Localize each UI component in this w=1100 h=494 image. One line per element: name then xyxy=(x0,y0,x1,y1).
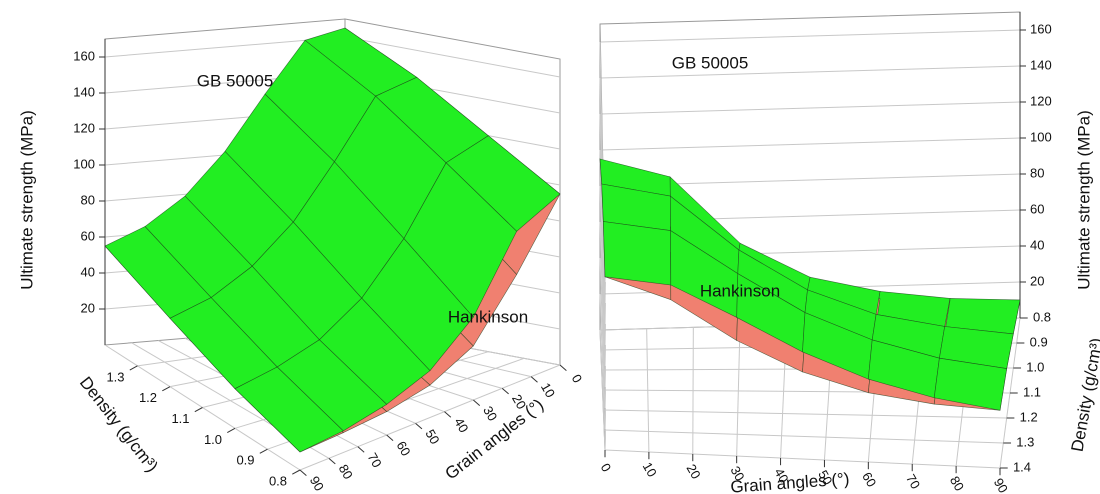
series-annotation: GB 50005 xyxy=(197,71,274,90)
x-tick xyxy=(530,376,538,383)
z-tick-label: 160 xyxy=(73,48,95,63)
x-tick-label: 70 xyxy=(903,471,923,491)
grid-line xyxy=(599,221,606,388)
y-axis-title: Density (g/cm³) xyxy=(1068,336,1100,453)
z-tick-label: 40 xyxy=(81,264,95,279)
x-tick xyxy=(386,434,394,441)
z-tick-label: 40 xyxy=(1030,237,1044,252)
y-tick-label: 1.4 xyxy=(1013,459,1031,474)
z-tick-label: 140 xyxy=(1030,57,1052,72)
y-tick xyxy=(194,407,203,413)
y-tick xyxy=(292,469,301,475)
x-tick xyxy=(444,411,452,418)
x-tick-label: 30 xyxy=(727,463,747,483)
z-tick-label: 140 xyxy=(73,84,95,99)
y-tick-label: 0.8 xyxy=(1033,309,1051,324)
x-tick-label: 60 xyxy=(859,469,879,489)
x-tick-label: 20 xyxy=(684,461,704,481)
surface-cell xyxy=(602,221,672,286)
z-tick-label: 100 xyxy=(1030,129,1052,144)
grid-line xyxy=(599,65,1021,79)
grid-line xyxy=(599,293,606,430)
x-tick-label: 80 xyxy=(947,473,967,493)
grid-line xyxy=(599,149,606,346)
x-tick xyxy=(559,364,567,371)
x-tick-label: 10 xyxy=(538,380,558,400)
surface-cell xyxy=(234,366,344,453)
x-tick-label: 20 xyxy=(509,392,529,412)
y-tick xyxy=(227,427,236,433)
x-tick xyxy=(328,457,336,465)
series-annotation: GB 50005 xyxy=(672,53,749,72)
x-tick xyxy=(299,469,307,476)
grid-line xyxy=(599,257,606,409)
y-tick-label: 1.0 xyxy=(204,432,222,447)
x-axis-title: Grain angles (°) xyxy=(730,469,850,494)
grid-line xyxy=(599,113,606,325)
y-tick-label: 1.3 xyxy=(106,369,124,384)
y-tick-label: 0.8 xyxy=(269,473,287,488)
x-tick-label: 10 xyxy=(640,459,660,479)
x-tick-label: 0 xyxy=(598,461,615,475)
x-tick-label: 40 xyxy=(451,415,471,435)
surface-cell xyxy=(933,357,1008,411)
z-tick-label: 120 xyxy=(73,120,95,135)
x-tick-label: 90 xyxy=(991,475,1011,494)
grid-line xyxy=(599,101,1021,115)
series-annotation: Hankinson xyxy=(700,281,780,300)
x-tick-label: 30 xyxy=(480,403,500,423)
x-tick xyxy=(357,446,365,453)
grid-line xyxy=(599,137,1021,151)
z-tick-label: 160 xyxy=(1030,21,1052,36)
y-tick-label: 1.3 xyxy=(1016,434,1034,449)
z-tick-label: 120 xyxy=(1030,93,1052,108)
grid-line xyxy=(299,364,561,471)
x-tick-label: 50 xyxy=(815,467,835,487)
z-tick-label: 60 xyxy=(1030,201,1044,216)
x-tick-label: 80 xyxy=(336,462,356,482)
z-tick-label: 80 xyxy=(1030,165,1044,180)
z-axis-title: Ultimate strength (MPa) xyxy=(1074,110,1093,290)
y-axis-title: Density (g/cm³) xyxy=(76,373,162,476)
y-tick-label: 1.0 xyxy=(1026,359,1044,374)
x-tick xyxy=(415,422,423,430)
y-tick-label: 0.9 xyxy=(1030,334,1048,349)
x-tick-label: 0 xyxy=(569,372,586,386)
x-tick-label: 50 xyxy=(422,427,442,447)
x-tick xyxy=(501,387,509,395)
x-tick-label: 90 xyxy=(307,473,327,493)
grid-line xyxy=(604,449,1001,469)
y-tick xyxy=(129,365,138,371)
z-tick-label: 100 xyxy=(73,156,95,171)
y-tick xyxy=(162,386,171,392)
z-tick-label: 60 xyxy=(81,228,95,243)
grid-line xyxy=(344,36,561,78)
grid-line xyxy=(604,429,1004,444)
z-axis-title: Ultimate strength (MPa) xyxy=(17,110,36,290)
series-annotation: Hankinson xyxy=(448,307,528,326)
z-tick-label: 20 xyxy=(1030,273,1044,288)
y-tick-label: 1.2 xyxy=(1020,409,1038,424)
x-tick-label: 70 xyxy=(365,450,385,470)
z-tick-label: 20 xyxy=(81,300,95,315)
grid-line xyxy=(603,409,1007,419)
x-tick-label: 40 xyxy=(771,465,791,485)
y-tick xyxy=(259,448,268,454)
y-tick-label: 1.1 xyxy=(1023,384,1041,399)
x-tick xyxy=(473,399,481,406)
y-tick-label: 1.1 xyxy=(171,411,189,426)
grid-line xyxy=(599,29,1021,43)
y-tick-label: 0.9 xyxy=(236,453,254,468)
x-tick-label: 60 xyxy=(393,438,413,458)
y-tick-label: 1.2 xyxy=(139,390,157,405)
z-tick-label: 80 xyxy=(81,192,95,207)
grid-line xyxy=(599,185,606,367)
